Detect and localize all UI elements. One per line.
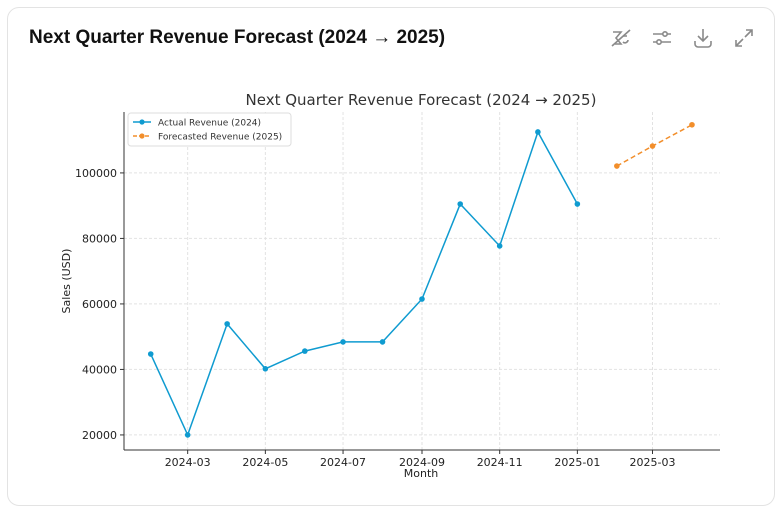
- data-point: [262, 365, 269, 372]
- x-tick-label: 2025-01: [554, 456, 600, 469]
- data-point: [457, 201, 464, 207]
- chart-title: Next Quarter Revenue Forecast (2024 → 20…: [246, 91, 597, 109]
- x-tick-label: 2024-11: [477, 456, 523, 469]
- data-point: [535, 129, 541, 135]
- x-tick-label: 2024-09: [399, 456, 445, 469]
- y-tick-label: 100000: [75, 167, 117, 180]
- legend: Actual Revenue (2024) Forecasted Revenue…: [127, 112, 292, 147]
- expand-icon[interactable]: [732, 26, 756, 50]
- x-axis-label: Month: [404, 467, 439, 480]
- x-tick-label: 2024-07: [320, 456, 366, 469]
- data-point: [574, 201, 581, 207]
- x-tick-label: 2024-05: [242, 456, 288, 469]
- data-point: [496, 243, 503, 249]
- series-line-0: [150, 130, 579, 437]
- y-tick-label: 80000: [82, 232, 117, 245]
- y-tick-label: 60000: [82, 298, 117, 311]
- card-title: Next Quarter Revenue Forecast (2024 → 20…: [29, 27, 446, 48]
- data-point: [689, 121, 695, 128]
- data-point: [224, 321, 230, 327]
- x-tick-label: 2024-03: [165, 456, 211, 469]
- download-icon[interactable]: [691, 26, 715, 50]
- hide-chart-icon[interactable]: [609, 26, 633, 50]
- data-point: [184, 432, 191, 438]
- data-point: [649, 143, 656, 149]
- legend-forecast: Forecasted Revenue (2025): [158, 133, 282, 143]
- chart-card: Next Quarter Revenue Forecast (2024 → 20…: [7, 7, 775, 506]
- data-point: [147, 351, 154, 357]
- data-point: [302, 348, 308, 354]
- settings-sliders-icon[interactable]: [650, 26, 674, 50]
- data-point: [340, 339, 346, 345]
- y-tick-label: 20000: [82, 429, 117, 442]
- legend-actual: Actual Revenue (2024): [158, 119, 261, 129]
- y-axis-label: Sales (USD): [60, 249, 73, 314]
- data-point: [379, 339, 386, 345]
- y-tick-label: 40000: [82, 363, 117, 376]
- data-point: [419, 296, 425, 302]
- x-tick-label: 2025-03: [630, 456, 676, 469]
- data-point: [614, 163, 620, 169]
